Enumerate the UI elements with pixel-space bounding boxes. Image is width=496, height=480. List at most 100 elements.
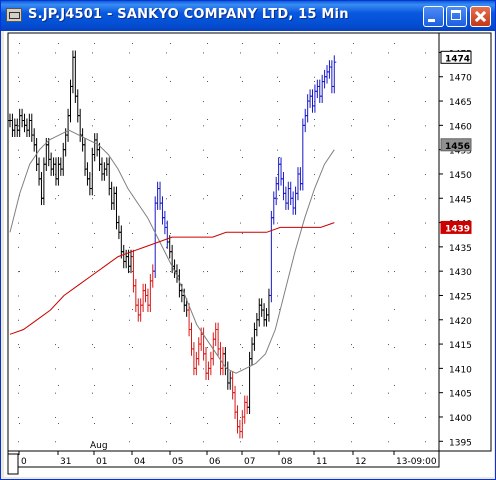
grid-dot [94,423,95,424]
grid-dot [394,347,395,348]
grid-dot [314,81,315,82]
grid-dot [129,271,130,273]
price-chart[interactable]: 1395140014051410141514201425143014351440… [4,31,494,477]
grid-dot [203,222,204,224]
grid-dot [166,441,167,443]
y-tick-label: 1415 [449,341,472,351]
maximize-button[interactable] [446,6,467,27]
grid-dot [240,52,241,54]
grid-dot [314,309,315,310]
grid-dot [55,198,56,200]
grid-dot [279,347,280,348]
grid-dot [240,441,241,443]
grid-dot [58,43,59,44]
grid-dot [277,125,278,127]
y-tick-label: 1465 [449,98,472,108]
grid-dot [203,125,204,127]
grid-dot [129,149,130,151]
grid-dot [129,246,130,248]
grid-dot [129,344,130,346]
grid-dot [388,125,389,127]
grid-dot [351,441,352,443]
grid-dot [94,385,95,386]
grid-dot [314,385,315,386]
grid-dot [94,81,95,82]
grid-dot [207,195,208,196]
grid-dot [203,295,204,297]
grid-dot [277,271,278,273]
grid-dot [277,149,278,151]
grid-dot [129,368,130,370]
grid-dot [203,368,204,370]
grid-dot [351,319,352,321]
grid-dot [166,101,167,103]
grid-dot [314,157,315,158]
chart-app-icon[interactable] [6,8,22,22]
grid-dot [129,76,130,78]
grid-dot [203,173,204,175]
scroll-handle[interactable] [7,453,19,475]
grid-dot [129,222,130,224]
grid-dot [129,125,130,127]
price-label: 1439 [445,224,470,234]
grid-dot [166,222,167,224]
grid-dot [166,416,167,418]
grid-dot [314,173,315,175]
grid-dot [170,423,171,424]
grid-dot [55,344,56,346]
price-axis [438,32,492,452]
grid-dot [277,246,278,248]
grid-dot [92,246,93,248]
grid-dot [351,52,352,54]
grid-dot [394,233,395,234]
grid-dot [129,416,130,418]
grid-dot [207,81,208,82]
grid-dot [351,125,352,127]
grid-dot [314,416,315,418]
grid-dot [351,416,352,418]
time-axis [7,450,440,468]
grid-dot [314,119,315,120]
close-button[interactable] [470,6,491,27]
minimize-button[interactable] [423,6,444,27]
grid-dot [58,271,59,272]
grid-dot [314,392,315,394]
grid-dot [351,198,352,200]
grid-dot [314,271,315,272]
grid-dot [166,173,167,175]
grid-dot [19,309,20,310]
grid-dot [55,441,56,443]
grid-dot [388,416,389,418]
grid-dot [388,246,389,248]
grid-dot [279,233,280,234]
grid-dot [388,368,389,370]
grid-dot [242,385,243,386]
grid-dot [277,416,278,418]
grid-dot [240,173,241,175]
grid-dot [170,271,171,272]
grid-dot [166,344,167,346]
grid-dot [92,368,93,370]
grid-dot [394,271,395,272]
grid-dot [18,222,19,224]
grid-dot [314,43,315,44]
grid-dot [92,76,93,78]
title-bar[interactable]: S.JP.J4501 - SANKYO COMPANY LTD, 15 Min [1,1,495,31]
grid-dot [388,149,389,151]
grid-dot [170,233,171,234]
grid-dot [277,392,278,394]
chart-area[interactable]: 1395140014051410141514201425143014351440… [4,31,494,477]
grid-dot [203,76,204,78]
grid-dot [394,119,395,120]
y-tick-label: 1400 [449,414,472,424]
grid-dot [132,347,133,348]
grid-dot [132,81,133,82]
grid-dot [277,344,278,346]
grid-dot [132,119,133,120]
grid-dot [129,392,130,394]
x-tick-label: 08 [281,457,293,467]
grid-dot [203,52,204,54]
grid-dot [240,295,241,297]
moving-average-long [9,222,335,335]
